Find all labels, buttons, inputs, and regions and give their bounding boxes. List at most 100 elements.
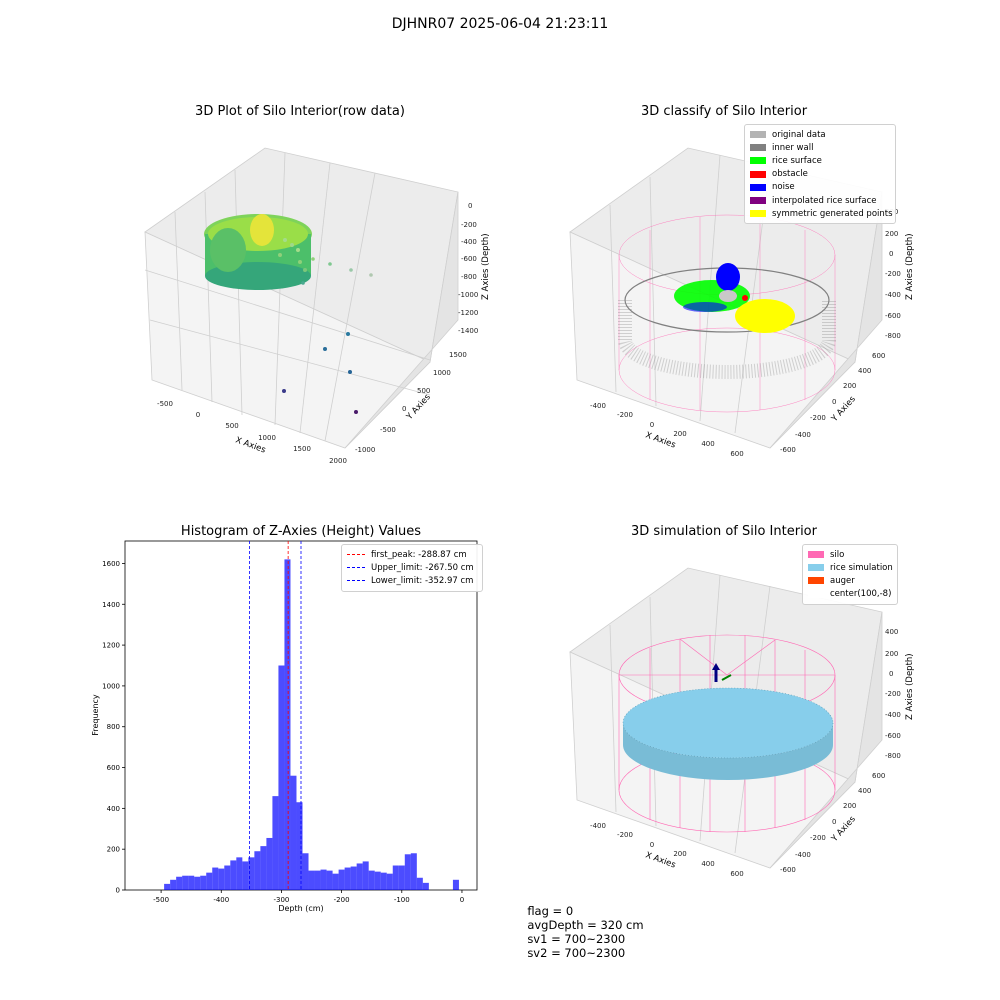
legend-label: noise	[772, 182, 795, 193]
classify-ytick: 600	[872, 352, 885, 360]
simulation-xtick: 600	[730, 870, 743, 878]
simulation-ztick: -200	[885, 690, 901, 698]
classify-ytick: 200	[843, 382, 856, 390]
legend-line	[347, 554, 365, 556]
histogram-bar	[410, 853, 417, 890]
legend-label: auger	[830, 575, 855, 586]
classify-ztick: -600	[885, 312, 901, 320]
histogram-bar	[344, 867, 351, 890]
raw-y-ticks: -1000 -500 0 500 1000 1500	[355, 351, 467, 454]
simulation-ztick: 200	[885, 650, 898, 658]
histogram-bar	[188, 875, 195, 890]
histogram-bar	[170, 879, 177, 890]
classify-xtick: 600	[730, 450, 743, 458]
simulation-3d-plot: -400 -200 0 200 400 600 X Axies -600 -40…	[569, 567, 915, 878]
legend-entry: rice surface	[750, 154, 890, 167]
simulation-xtick: 200	[673, 850, 686, 858]
raw-ztick: -800	[461, 273, 477, 281]
simulation-y-ticks: -600 -400 -200 0 200 400 600	[780, 772, 885, 874]
legend-entry: interpolated rice surface	[750, 194, 890, 207]
histogram-bar	[398, 865, 405, 890]
histogram-ytick-label: 1400	[102, 601, 120, 609]
histogram-bar	[314, 870, 321, 890]
legend-entry: center(100,-8)	[808, 588, 892, 601]
histogram-chart: -500 -400 -300 -200 -100 0 0 200 400 600 800 1000 1…	[91, 540, 478, 913]
histogram-bar	[374, 871, 381, 890]
histogram-bar	[338, 869, 345, 890]
simulation-ytick: 200	[843, 802, 856, 810]
simulation-ztick: -800	[885, 752, 901, 760]
histogram-bar	[362, 861, 369, 890]
legend-label: first_peak: -288.87 cm	[371, 549, 467, 560]
histogram-bar	[224, 865, 231, 890]
classify-ytick: 400	[858, 367, 871, 375]
legend-label: Lower_limit: -352.97 cm	[371, 575, 474, 586]
legend-label: rice surface	[772, 155, 822, 166]
legend-entry: inner wall	[750, 141, 890, 154]
legend-entry: symmetric generated points	[750, 207, 893, 220]
simulation-ytick: -200	[810, 834, 826, 842]
histogram-ytick-label: 400	[107, 805, 120, 813]
classify-ytick: -200	[810, 414, 826, 422]
simulation-x-ticks: -400 -200 0 200 400 600	[590, 822, 744, 878]
raw-ztick: -1400	[458, 327, 478, 335]
status-flag: flag = 0	[527, 904, 574, 918]
classify-ytick: 0	[832, 398, 836, 406]
raw-z-ticks: 0 -200 -400 -600 -800 -1000 -1200 -1400	[458, 202, 478, 335]
histogram-xtick-label: -200	[334, 896, 350, 904]
simulation-z-ticks: 400 200 0 -200 -400 -600 -800	[885, 628, 901, 760]
raw-ytick: 1000	[433, 369, 451, 377]
histogram-y-ticks: 0 200 400 600 800 1000 1200 1400 1600	[102, 560, 125, 895]
legend-swatch	[750, 144, 766, 152]
classify-ztick: -200	[885, 270, 901, 278]
simulation-ytick: 0	[832, 818, 836, 826]
legend-swatch	[808, 577, 824, 585]
legend-label: obstacle	[772, 169, 808, 180]
simulation-ytick: -600	[780, 866, 796, 874]
histogram-bar	[422, 882, 429, 890]
histogram-bar	[404, 854, 411, 890]
classify-x-ticks: -400 -200 0 200 400 600	[590, 402, 744, 458]
status-line: flag = 0 avgDepth = 320 cm sv1 = 700~230…	[520, 890, 652, 960]
raw-xtick: 1000	[258, 434, 276, 442]
histogram-bar	[320, 869, 327, 890]
classify-ztick: -400	[885, 291, 901, 299]
histogram-bars	[164, 559, 459, 890]
histogram-bar	[296, 802, 303, 890]
histogram-bar	[218, 868, 225, 890]
classify-xtick: 400	[701, 440, 714, 448]
legend-entry: original data	[750, 128, 890, 141]
simulation-ztick: -400	[885, 711, 901, 719]
raw-xtick: -500	[157, 400, 173, 408]
histogram-xtick-label: -100	[394, 896, 410, 904]
histogram-bar	[248, 857, 255, 890]
classify-ytick: -600	[780, 446, 796, 454]
simulation-xtick: -400	[590, 822, 606, 830]
histogram-bar	[266, 837, 273, 890]
legend-label: rice simulation	[830, 562, 893, 573]
histogram-ytick-label: 1600	[102, 560, 120, 568]
legend-entry: first_peak: -288.87 cm	[347, 548, 477, 561]
histogram-bar	[380, 872, 387, 890]
legend-entry: obstacle	[750, 168, 890, 181]
legend-label: interpolated rice surface	[772, 195, 877, 206]
legend-line	[347, 567, 365, 569]
raw-ytick: 1500	[449, 351, 467, 359]
simulation-ztick: -600	[885, 732, 901, 740]
histogram-bar	[206, 872, 213, 890]
raw-xtick: 1500	[293, 445, 311, 453]
raw-xtick: 500	[225, 422, 238, 430]
legend-swatch	[808, 551, 824, 559]
histogram-bar	[236, 857, 243, 890]
classify-point-groups	[674, 263, 795, 333]
simulation-xtick: 0	[650, 841, 654, 849]
classify-xtick: -400	[590, 402, 606, 410]
histogram-ytick-label: 600	[107, 764, 120, 772]
histogram-bar	[194, 876, 201, 890]
raw-ytick: -1000	[355, 446, 375, 454]
simulation-ytick: -400	[795, 851, 811, 859]
classify-ztick: 0	[889, 250, 893, 258]
legend-swatch	[750, 157, 766, 165]
histogram-xtick-label: -500	[153, 896, 169, 904]
legend-swatch	[750, 183, 766, 191]
